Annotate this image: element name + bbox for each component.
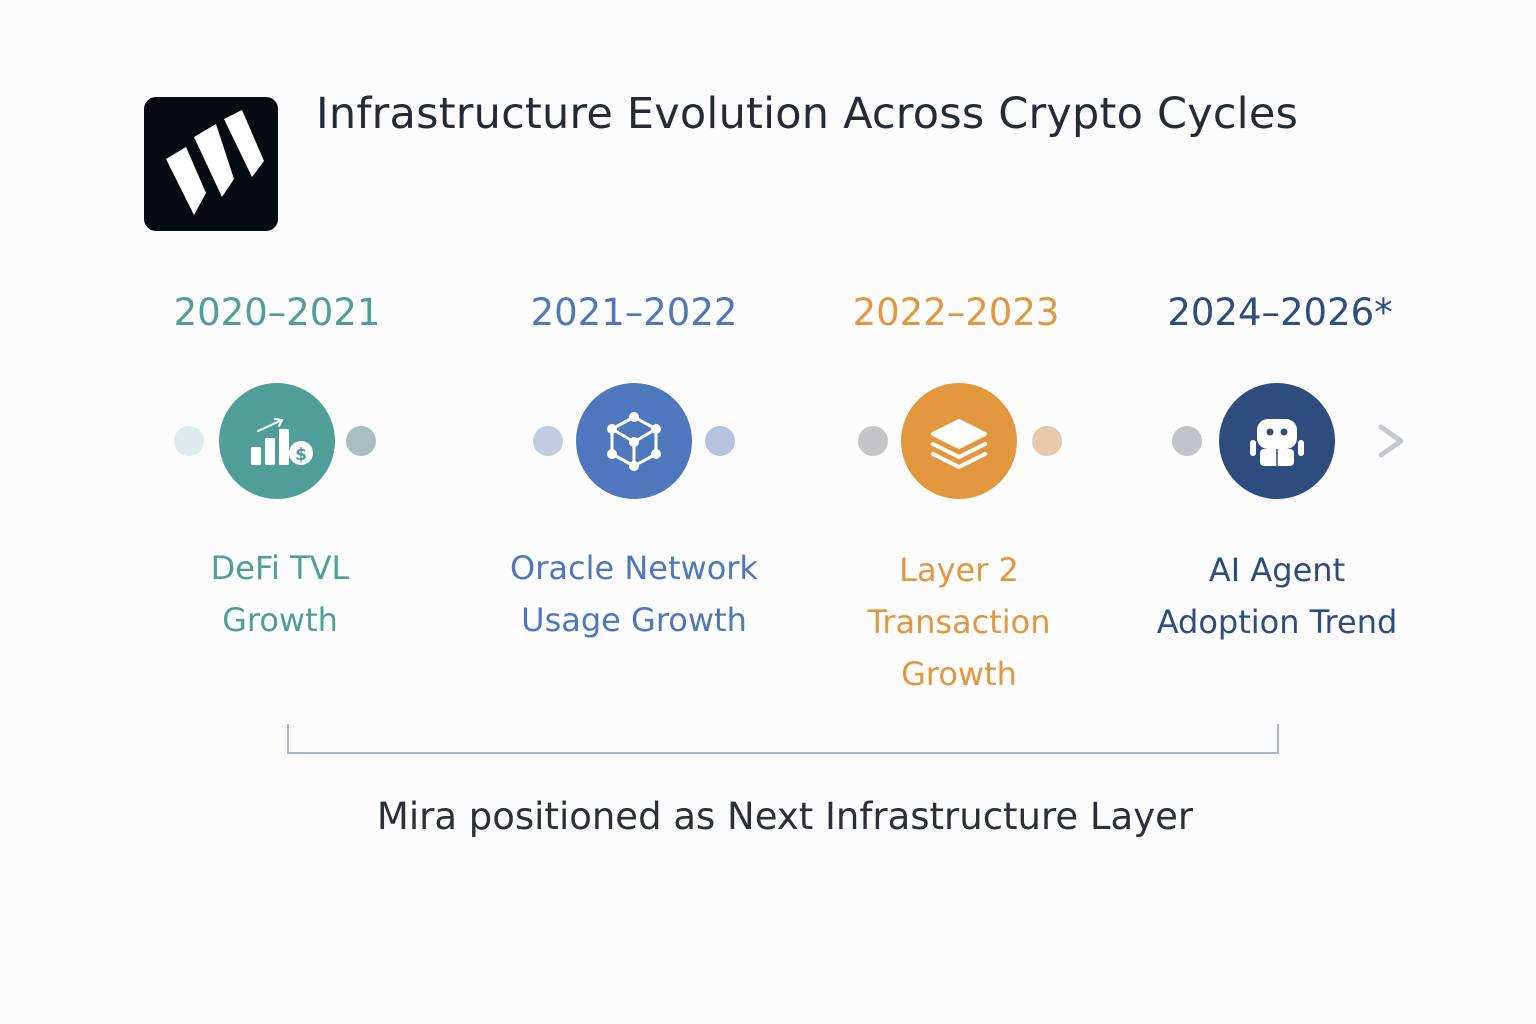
era-label-line: Usage Growth [521, 601, 747, 639]
footer-caption: Mira positioned as Next Infrastructure L… [376, 795, 1194, 838]
bar-chart-dollar-icon: $ [251, 418, 313, 465]
era-year-2: 2021–2022 [530, 291, 738, 334]
timeline-dot [858, 426, 888, 456]
timeline-arrow-icon [1378, 424, 1404, 458]
era-label-4: AI Agent Adoption Trend [1117, 544, 1437, 648]
era-label-3: Layer 2 Transaction Growth [799, 544, 1119, 700]
era-year-1: 2020–2021 [173, 291, 381, 334]
timeline-dot [1032, 426, 1062, 456]
era-label-line: DeFi TVL [210, 549, 350, 587]
layers-stack-icon [931, 419, 987, 469]
bracket [287, 724, 1279, 754]
timeline-dot [174, 426, 204, 456]
era-year-3: 2022–2023 [852, 291, 1060, 334]
era-label-line: Transaction [867, 603, 1051, 641]
era-year-4: 2024–2026* [1167, 291, 1393, 334]
era-label-line: Adoption Trend [1156, 603, 1398, 641]
era-label-line: Growth [222, 601, 338, 639]
svg-text:$: $ [295, 445, 307, 465]
era-label-line: AI Agent [1208, 551, 1346, 589]
era-node-layer2 [901, 383, 1017, 499]
timeline-dot [705, 426, 735, 456]
era-label-1: DeFi TVL Growth [120, 542, 440, 646]
brand-logo [144, 97, 278, 231]
era-label-2: Oracle Network Usage Growth [474, 542, 794, 646]
timeline-dot [1172, 426, 1202, 456]
era-label-line: Oracle Network [510, 549, 758, 587]
page-title: Infrastructure Evolution Across Crypto C… [316, 89, 1299, 139]
era-label-line: Growth [901, 655, 1017, 693]
timeline-dot [533, 426, 563, 456]
brand-logo-icon [166, 110, 264, 215]
era-node-oracle [576, 383, 692, 499]
robot-icon [1250, 419, 1304, 466]
era-label-line: Layer 2 [899, 551, 1019, 589]
timeline-dot [346, 426, 376, 456]
era-node-defi: $ [219, 383, 335, 499]
era-node-ai-agent [1219, 383, 1335, 499]
